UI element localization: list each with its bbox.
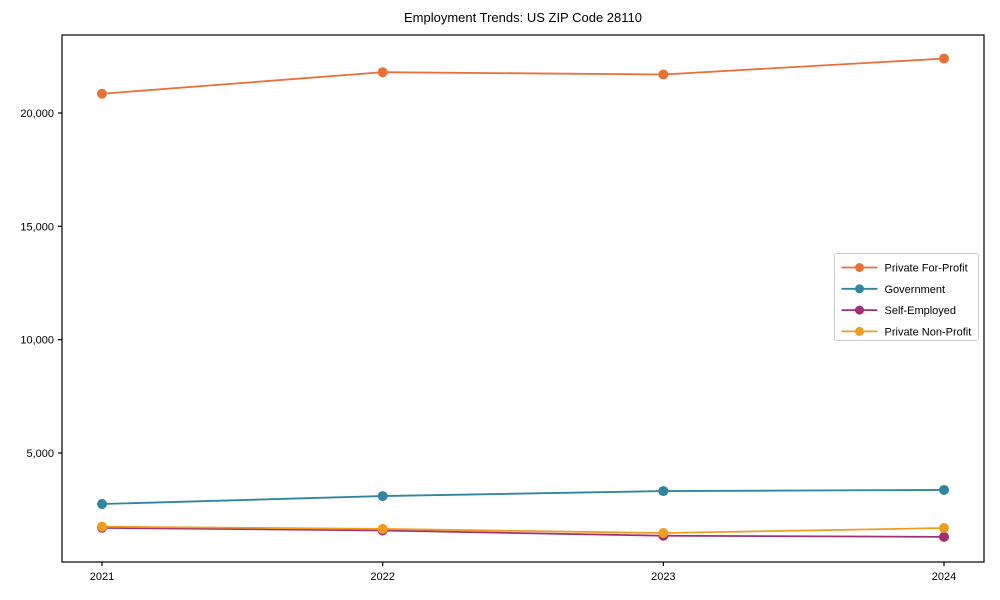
y-tick-label: 5,000 [26,448,54,460]
series-line-private-for-profit [101,57,945,95]
legend-item-label: Government [885,284,946,296]
legend-item-label: Private Non-Profit [885,326,972,338]
data-point [377,67,388,78]
legend-frame [834,253,979,341]
legend-swatch-marker [855,284,864,294]
legend-item: Private For-Profit [841,263,968,275]
data-point [97,88,107,99]
x-tick-label: 2022 [370,571,394,583]
data-point [97,498,107,509]
plot-area: 5,000 10,000 15,000 20,000 2021 2022 2023 2024 [20,34,985,583]
legend-item: Private Non-Profit [841,326,972,338]
legend-swatch-marker [855,326,864,336]
series-line-government [101,489,945,505]
y-tick-label: 10,000 [20,335,54,347]
data-point [97,521,107,532]
y-tick-label: 15,000 [20,221,54,233]
series-line-private-non-profit [101,525,945,534]
chart-title: Employment Trends: US ZIP Code 28110 [404,10,642,25]
data-point [939,53,949,64]
data-point [939,484,949,495]
legend: Private For-Profit Government Self-Employe… [834,253,979,341]
legend-swatch-marker [855,263,864,272]
data-point [377,523,388,534]
legend-swatch-marker [855,305,864,315]
data-point [658,69,669,80]
legend-item: Government [841,284,946,296]
legend-item-label: Private For-Profit [885,263,968,275]
axes-spines [61,34,985,563]
data-point [377,491,388,502]
x-tick-label: 2024 [932,571,956,583]
series-line-self-employed [101,526,945,538]
x-tick-label: 2021 [90,571,114,583]
data-point [939,523,949,534]
data-point [658,528,669,539]
legend-item: Self-Employed [841,305,957,317]
legend-item-label: Self-Employed [885,305,957,317]
data-point [658,486,669,497]
y-tick-label: 20,000 [20,108,54,120]
x-tick-label: 2023 [651,571,675,583]
data-point [939,531,949,542]
